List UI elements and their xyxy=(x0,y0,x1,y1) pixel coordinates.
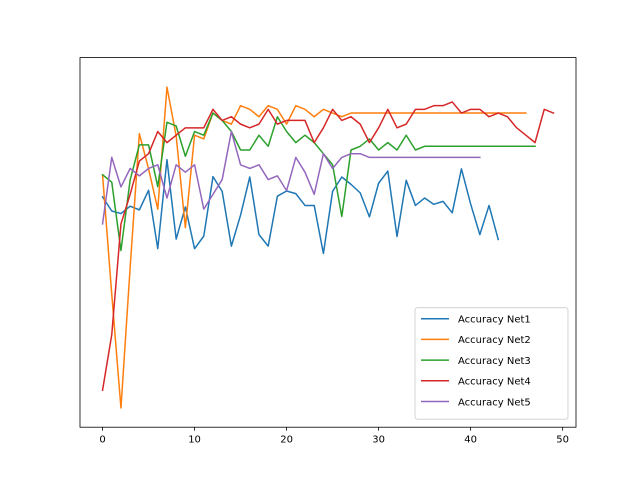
legend: Accuracy Net1 Accuracy Net2 Accuracy Net3 A… xyxy=(414,307,569,420)
series-line-net2 xyxy=(101,86,527,409)
x-tick-label: 30 xyxy=(372,435,385,446)
series-line-net5 xyxy=(101,130,481,225)
legend-label-net1: Accuracy Net1 xyxy=(458,315,531,326)
legend-label-net3: Accuracy Net3 xyxy=(458,356,531,367)
series-line-net3 xyxy=(101,112,536,252)
x-tick-label: 0 xyxy=(99,435,105,446)
x-tick-label: 50 xyxy=(556,435,569,446)
legend-label-net5: Accuracy Net5 xyxy=(458,397,531,408)
axes-frame xyxy=(79,57,577,428)
x-tick-label: 10 xyxy=(188,435,201,446)
legend-label-net4: Accuracy Net4 xyxy=(458,377,531,388)
series-line-net4 xyxy=(101,101,555,392)
x-tick-label: 40 xyxy=(464,435,477,446)
legend-label-net2: Accuracy Net2 xyxy=(458,335,531,346)
x-tick-label: 20 xyxy=(280,435,293,446)
series-layer xyxy=(101,86,555,409)
x-axis: 0 10 20 30 40 50 xyxy=(99,427,569,446)
legend-box xyxy=(414,307,569,420)
series-line-net1 xyxy=(101,158,500,255)
